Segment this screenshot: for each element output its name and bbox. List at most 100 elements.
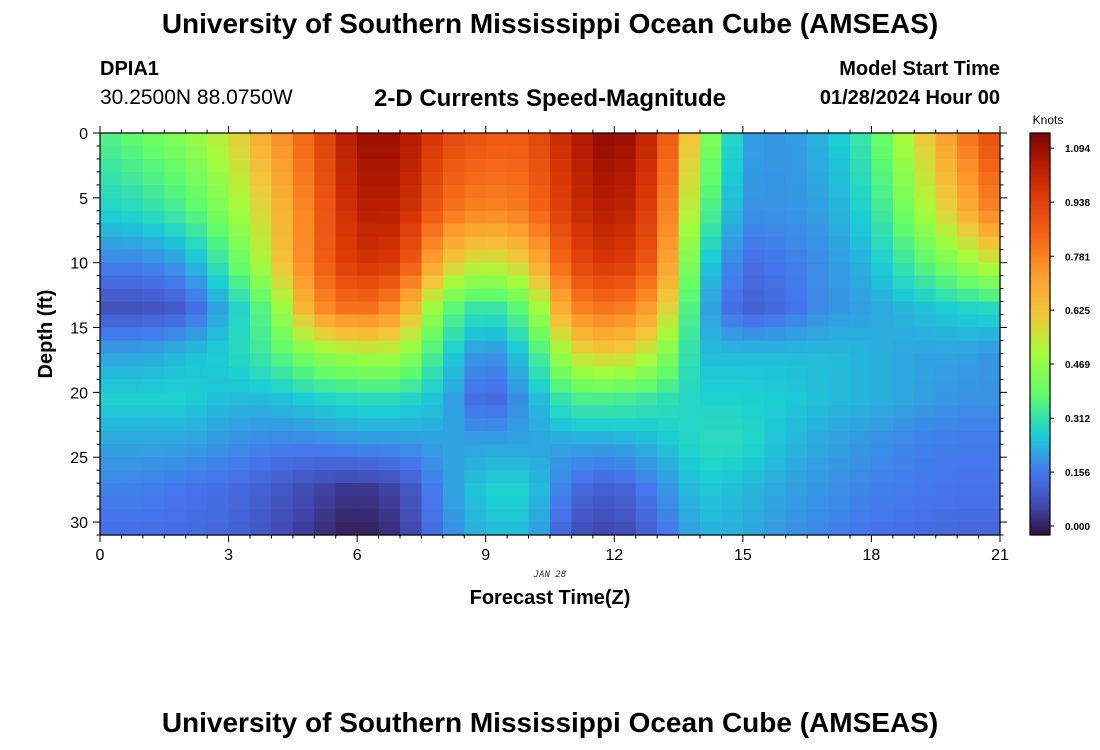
heatmap-cell	[700, 158, 723, 173]
heatmap-cell	[335, 522, 358, 536]
heatmap-cell	[892, 444, 915, 458]
heatmap-cell	[807, 145, 830, 160]
heatmap-cell	[614, 353, 637, 368]
x-axis-title: Forecast Time(Z)	[470, 587, 631, 609]
heatmap-cell	[121, 522, 144, 536]
heatmap-cell	[785, 158, 808, 173]
heatmap-cell	[185, 197, 208, 212]
heatmap-cell	[507, 301, 530, 316]
heatmap-cell	[957, 197, 980, 212]
heatmap-cell	[185, 379, 208, 393]
heatmap-cell	[442, 418, 465, 432]
heatmap-cell	[571, 444, 594, 458]
heatmap-cell	[507, 444, 530, 458]
heatmap-cell	[571, 457, 594, 471]
heatmap-cell	[100, 262, 123, 277]
heatmap-cell	[892, 353, 915, 368]
heatmap-cell	[271, 275, 294, 290]
heatmap-cell	[871, 444, 894, 458]
heatmap-cell	[935, 405, 958, 419]
heatmap-cell	[657, 184, 680, 199]
y-axis: 0 5 10 15 20 25 30	[70, 126, 1007, 536]
heatmap-cell	[550, 301, 573, 316]
heatmap-cell	[164, 171, 187, 186]
heatmap-cell	[421, 262, 444, 277]
heatmap-cell	[742, 184, 765, 199]
heatmap-cell	[250, 509, 273, 523]
heatmap-cell	[421, 522, 444, 536]
colorbar-tick-label: 0.000	[1065, 522, 1090, 533]
heatmap-cell	[871, 405, 894, 419]
heatmap-cell	[464, 184, 487, 199]
heatmap-cell	[678, 470, 701, 484]
heatmap-cell	[228, 457, 251, 471]
heatmap-cell	[914, 262, 937, 277]
heatmap-cell	[721, 483, 744, 497]
heatmap-cell	[121, 158, 144, 173]
heatmap-cell	[635, 392, 658, 406]
heatmap-cell	[164, 145, 187, 160]
heatmap-cell	[785, 133, 808, 147]
heatmap-cell	[592, 483, 615, 497]
heatmap-cell	[207, 171, 230, 186]
heatmap-cell	[400, 275, 423, 290]
heatmap-cell	[635, 171, 658, 186]
heatmap-cell	[271, 496, 294, 510]
heatmap-cell	[850, 366, 873, 380]
heatmap-cell	[828, 431, 851, 445]
heatmap-cell	[657, 275, 680, 290]
heatmap-cell	[528, 522, 551, 536]
heatmap-cell	[335, 392, 358, 406]
heatmap-cell	[228, 470, 251, 484]
heatmap-cell	[207, 509, 230, 523]
heatmap-cell	[614, 431, 637, 445]
heatmap-cell	[314, 431, 337, 445]
heatmap-cell	[850, 171, 873, 186]
heatmap-cell	[228, 509, 251, 523]
heatmap-cell	[400, 353, 423, 368]
heatmap-cell	[507, 470, 530, 484]
heatmap-cell	[100, 133, 123, 147]
heatmap-cell	[485, 158, 508, 173]
heatmap-cell	[850, 327, 873, 342]
heatmap-cell	[378, 431, 401, 445]
heatmap-cell	[592, 353, 615, 368]
heatmap-cell	[121, 392, 144, 406]
heatmap-cell	[442, 405, 465, 419]
heatmap-cell	[142, 379, 165, 393]
heatmap-cell	[957, 470, 980, 484]
heatmap-cell	[485, 184, 508, 199]
heatmap-cell	[335, 158, 358, 173]
heatmap-cell	[378, 184, 401, 199]
heatmap-cell	[700, 470, 723, 484]
heatmap-cell	[292, 223, 315, 238]
heatmap-cell	[121, 470, 144, 484]
heatmap-cell	[935, 509, 958, 523]
heatmap-cell	[185, 457, 208, 471]
heatmap-cell	[250, 327, 273, 342]
heatmap-cell	[507, 392, 530, 406]
heatmap-cell	[507, 262, 530, 277]
heatmap-cell	[378, 327, 401, 342]
heatmap-cell	[464, 340, 487, 355]
heatmap-cell	[957, 392, 980, 406]
heatmap-cell	[700, 262, 723, 277]
heatmap-cell	[464, 444, 487, 458]
heatmap-cell	[935, 223, 958, 238]
heatmap-cell	[721, 431, 744, 445]
heatmap-cell	[442, 457, 465, 471]
heatmap-cell	[614, 262, 637, 277]
heatmap-cell	[678, 496, 701, 510]
heatmap-cell	[721, 379, 744, 393]
heatmap-cell	[764, 340, 787, 355]
heatmap-cell	[914, 444, 937, 458]
heatmap-cell	[400, 210, 423, 225]
heatmap-cell	[357, 340, 380, 355]
heatmap-cell	[142, 418, 165, 432]
heatmap-cell	[892, 457, 915, 471]
heatmap-cell	[828, 470, 851, 484]
heatmap-cell	[292, 379, 315, 393]
heatmap-cell	[292, 275, 315, 290]
heatmap-cell	[142, 327, 165, 342]
heatmap-cell	[550, 522, 573, 536]
